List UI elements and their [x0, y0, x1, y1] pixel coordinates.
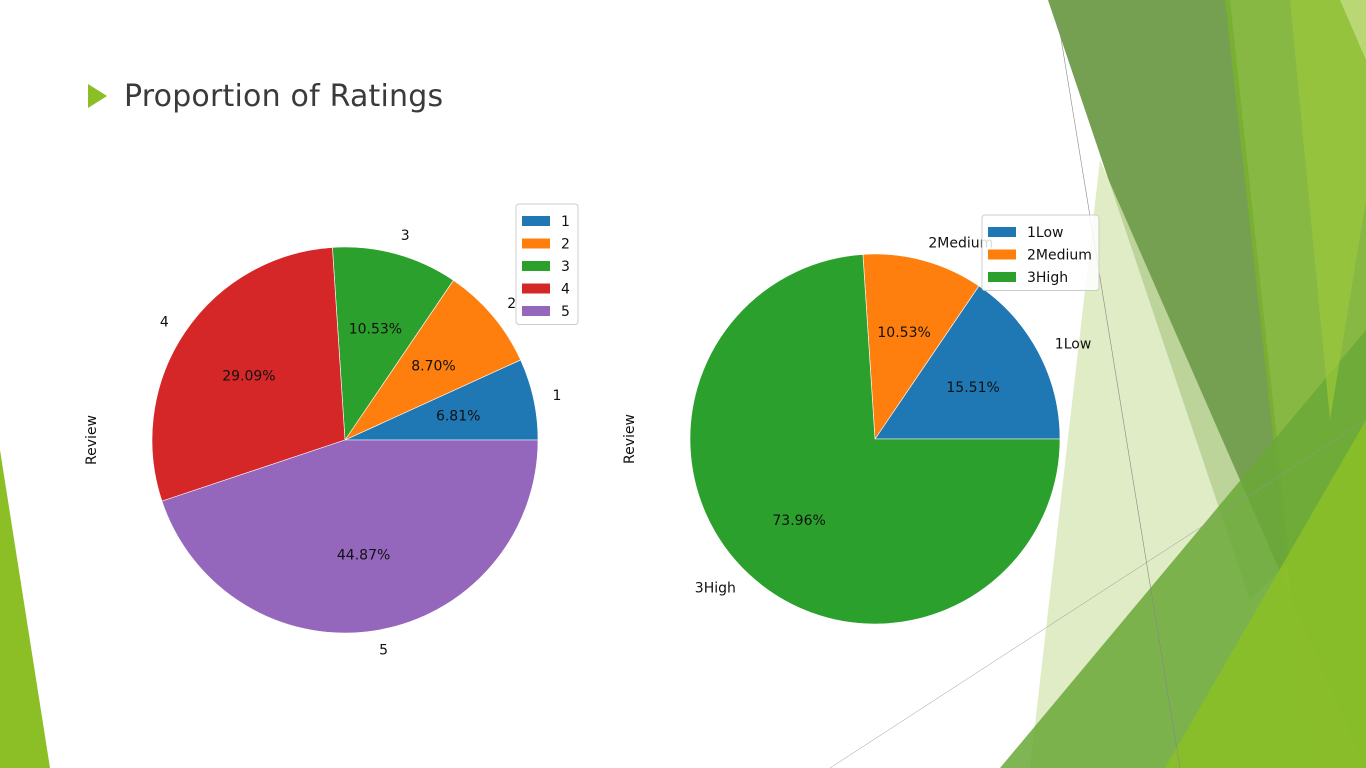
- pie-slice-2Medium: [862, 253, 980, 440]
- legend-swatch: [522, 216, 550, 226]
- slide-title-bar: Proportion of Ratings: [88, 74, 443, 118]
- pie-slice-3High: [689, 254, 1061, 625]
- legend-entry-label: 2Medium: [1027, 248, 1092, 264]
- slice-category-label: 3: [401, 228, 410, 244]
- legend-entry-label: 2: [561, 237, 570, 253]
- deco-line: [829, 419, 1366, 768]
- legend-swatch: [522, 261, 550, 271]
- deco-shape-dark: [1048, 0, 1290, 600]
- slice-percent-label: 29.09%: [222, 368, 275, 384]
- legend-entry-label: 1Low: [1027, 225, 1063, 241]
- slice-category-label: 4: [160, 315, 169, 331]
- legend-entry-label: 3: [561, 259, 570, 275]
- triangle-bullet-icon: [88, 84, 107, 108]
- slice-percent-label: 15.51%: [946, 380, 999, 396]
- deco-shape-accent: [1165, 420, 1366, 768]
- legend-swatch: [988, 249, 1016, 260]
- slice-percent-label: 6.81%: [436, 408, 480, 424]
- slice-percent-label: 73.96%: [772, 513, 825, 529]
- legend-swatch: [522, 238, 550, 249]
- legend-swatch: [522, 283, 550, 294]
- slice-category-label: 2Medium: [928, 236, 993, 252]
- slice-percent-label: 44.87%: [337, 547, 390, 563]
- pie-slice-3: [332, 246, 454, 441]
- legend-entry-label: 5: [561, 304, 570, 320]
- pie-slice-4: [151, 247, 346, 502]
- legend-swatch: [988, 227, 1016, 237]
- legend-entry-label: 4: [561, 282, 570, 298]
- legend-entry-label: 3High: [1027, 270, 1068, 286]
- deco-line: [1057, 19, 1181, 768]
- deco-shape-left: [0, 450, 50, 768]
- deco-shape-edge: [1290, 0, 1366, 420]
- slice-category-label: 2: [507, 296, 516, 312]
- legend-swatch: [988, 272, 1016, 282]
- slice-category-label: 3High: [695, 581, 736, 597]
- slice-category-label: 1: [553, 388, 562, 404]
- legend-swatch: [522, 306, 550, 316]
- slice-percent-label: 10.53%: [349, 321, 402, 337]
- slice-percent-label: 10.53%: [877, 325, 930, 341]
- slice-percent-label: 8.70%: [411, 358, 455, 374]
- chart-legend: 1Low 2Medium 3High: [981, 214, 1100, 291]
- y-axis-label: Review: [622, 414, 638, 464]
- slice-category-label: 5: [379, 643, 388, 659]
- pie-slice-5: [161, 439, 539, 634]
- pie-slice-1Low: [874, 285, 1061, 440]
- chart-legend: 1 2 3 4 5: [515, 203, 579, 325]
- slice-category-label: 1Low: [1055, 337, 1091, 353]
- legend-entry-label: 1: [561, 214, 570, 230]
- y-axis-label: Review: [84, 415, 100, 465]
- slide-title: Proportion of Ratings: [124, 78, 444, 114]
- pie-slice-2: [344, 279, 521, 441]
